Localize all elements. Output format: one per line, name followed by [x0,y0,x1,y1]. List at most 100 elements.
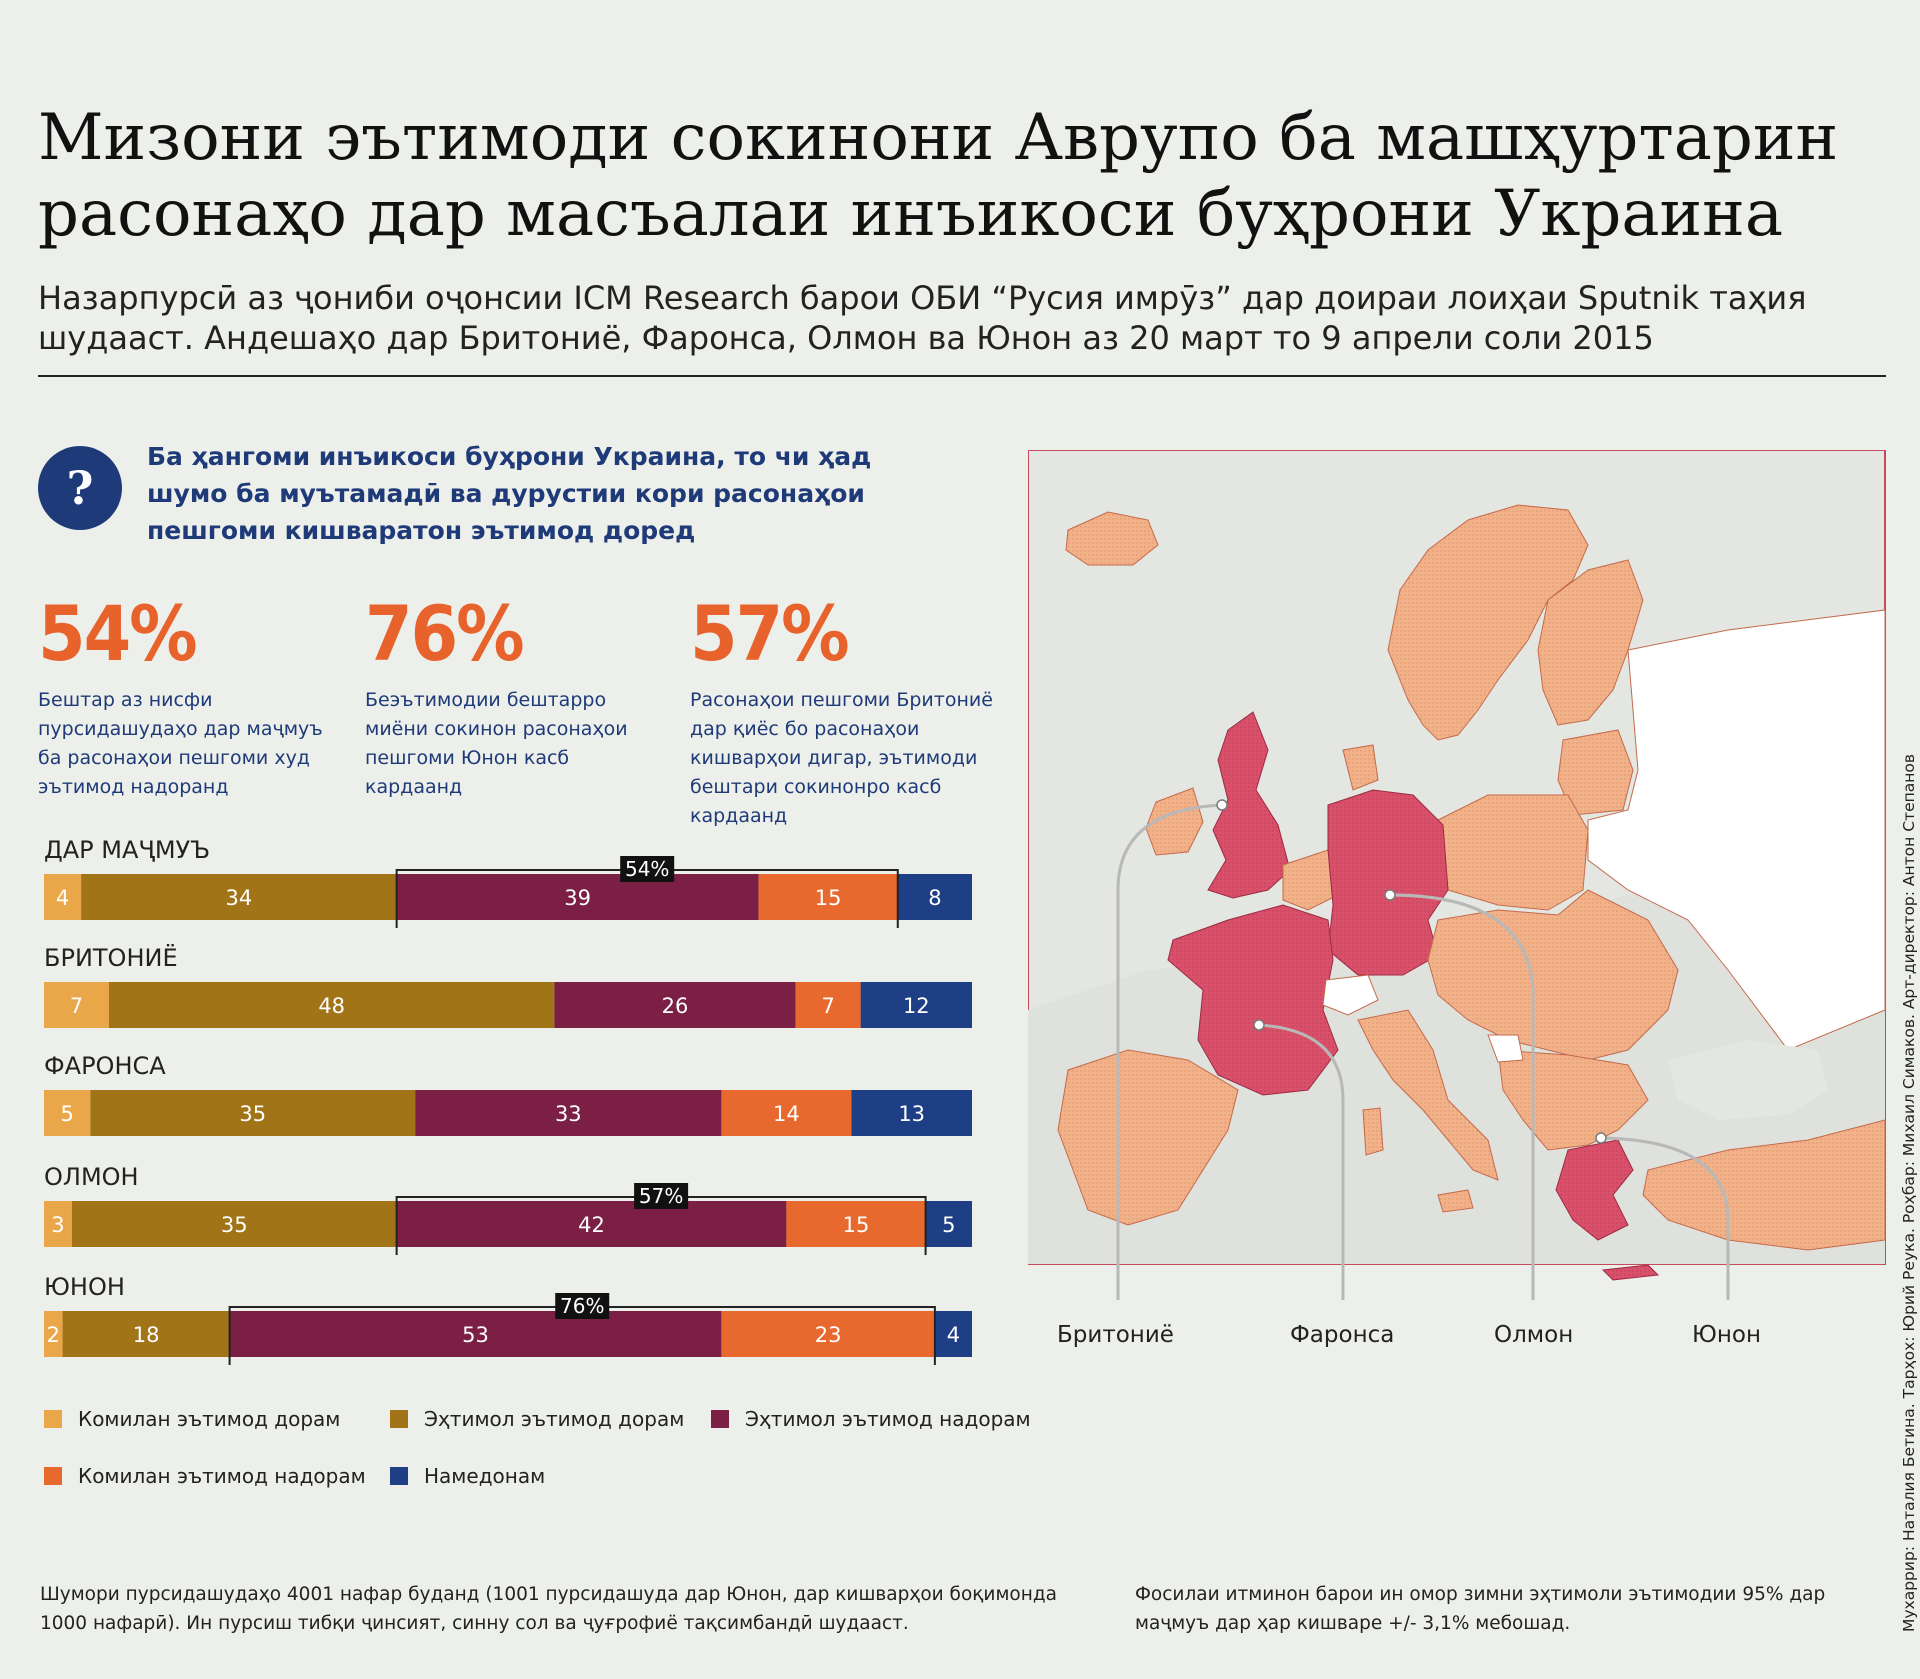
bar-segment [44,1090,91,1136]
bar-segment [925,1201,972,1247]
bar-value-label: 35 [221,1213,248,1237]
legend-label: Комилан эътимод надорам [78,1464,366,1488]
legend-swatch [390,1467,408,1485]
map-baltics [1557,729,1634,816]
bracket-label: 76% [560,1294,604,1318]
bar-value-label: 2 [47,1323,60,1347]
bar-value-label: 42 [578,1213,605,1237]
map-crete [1601,1264,1660,1281]
stat-value: 57% [690,589,850,678]
footnote-sample: Шумори пурсидашудаҳо 4001 нафар буданд (… [40,1584,1057,1634]
legend-item: Намедонам [390,1464,545,1488]
legend-item: Эҳтимол эътимод дорам [390,1407,684,1431]
bar-segment [721,1311,935,1357]
bar-value-label: 35 [239,1102,266,1126]
map-black-sea [1668,1040,1828,1120]
bar-value-label: 14 [773,1102,800,1126]
category-label: ЮНОН [44,1273,125,1301]
survey-question: Ба ҳангоми инъикоси буҳрони Украина, то … [147,442,872,545]
bar-segment [415,1090,722,1136]
dot-britain [1216,799,1228,811]
bar-value-label: 8 [928,886,941,910]
bar-value-label: 4 [947,1323,960,1347]
bar-value-label: 12 [903,994,930,1018]
credits: Мухаррир: Наталия Бетина. Тарҳох: Юрий Р… [1900,754,1918,1632]
stat-text: Бештар аз нисфи пурсидашудаҳо дар маҷмуъ… [38,689,323,798]
stat-text: Беэътимодии бештарро миёни сокинон расон… [365,689,628,798]
stat-greece: 76% Беэътимодии бештарро миёни сокинон р… [365,592,665,802]
map-benelux [1282,849,1339,911]
bar-segment [44,1201,72,1247]
map-iceland [1065,511,1159,566]
map-finland [1537,559,1644,726]
map-central-europe [1427,889,1679,1061]
bar-value-label: 5 [942,1213,955,1237]
bar-segment [795,982,861,1028]
bar-value-label: 34 [226,886,253,910]
footnote-confidence: Фосилаи итминон барои ин омор зимни эҳти… [1135,1584,1826,1634]
map-scandinavia [1387,504,1589,741]
legend-label: Комилан эътимод дорам [78,1407,341,1431]
leader-germany [1389,893,1535,1300]
bar-value-label: 7 [821,994,834,1018]
legend-item: Комилан эътимод дорам [44,1407,340,1431]
stat-overall: 54% Бештар аз нисфи пурсидашудаҳо дар ма… [38,592,338,802]
legend-item: Комилан эътимод надорам [44,1464,366,1488]
legend-label: Эҳтимол эътимод дорам [424,1407,685,1431]
bar-segment [44,1311,63,1357]
bar-value-label: 53 [462,1323,489,1347]
map-land-background [1028,830,1885,1264]
dot-greece [1595,1132,1607,1144]
map-turkey [1642,1119,1886,1251]
dot-germany [1384,889,1396,901]
bracket-badge [620,856,675,882]
stat-value: 76% [365,589,525,678]
dot-france [1253,1019,1265,1031]
map-denmark [1342,744,1379,791]
map-label-germany: Олмон [1494,1322,1574,1348]
bar-segment [721,1090,852,1136]
bar-segment [758,874,898,920]
leader-britain [1116,803,1223,1300]
bar-value-label: 26 [662,994,689,1018]
title-divider [38,375,1886,377]
bar-segment [934,1311,972,1357]
bar-segment [44,874,82,920]
leader-greece [1600,1136,1730,1300]
category-label: ОЛМОН [44,1163,139,1191]
page-subtitle: Назарпурсӣ аз ҷониби оҷонсии ICM Researc… [38,279,1807,357]
bar-value-label: 7 [70,994,83,1018]
bar-value-label: 3 [51,1213,64,1237]
bar-value-label: 4 [56,886,69,910]
bar-value-label: 15 [843,1213,870,1237]
bar-segment [396,874,759,920]
map-sicily [1437,1189,1474,1213]
bar-segment [44,982,109,1028]
legend-label: Намедонам [424,1464,546,1488]
leader-france [1258,1023,1345,1300]
legend-label: Эҳтимол эътимод надорам [745,1407,1031,1431]
map-label-britain: Бритониё [1057,1322,1174,1348]
bar-value-label: 13 [898,1102,925,1126]
europe-map [1028,450,1886,1300]
bar-segment [108,982,555,1028]
legend-swatch [44,1410,62,1428]
bracket-badge [555,1293,610,1319]
question-icon: ? [38,446,122,530]
stat-britain: 57% Расонаҳои пешгоми Бритониё дар қиёс … [690,592,1020,831]
bar-value-label: 15 [815,886,842,910]
map-iberia [1057,1049,1239,1226]
bar-value-label: 23 [815,1323,842,1347]
bracket-label: 54% [625,857,669,881]
map-switzerland [1322,974,1379,1016]
bar-segment [396,1201,787,1247]
map-dots [1216,799,1607,1144]
map-label-greece: Юнон [1692,1322,1761,1348]
map-label-france: Фаронса [1290,1322,1395,1348]
map-greece [1555,1139,1634,1241]
map-poland [1437,794,1589,911]
map-sardinia [1362,1107,1384,1156]
page-title: Мизони эътимоди сокинони Аврупо ба машҳу… [38,101,1839,251]
bracket-badge [634,1183,689,1209]
map-leader-lines [1116,803,1730,1300]
